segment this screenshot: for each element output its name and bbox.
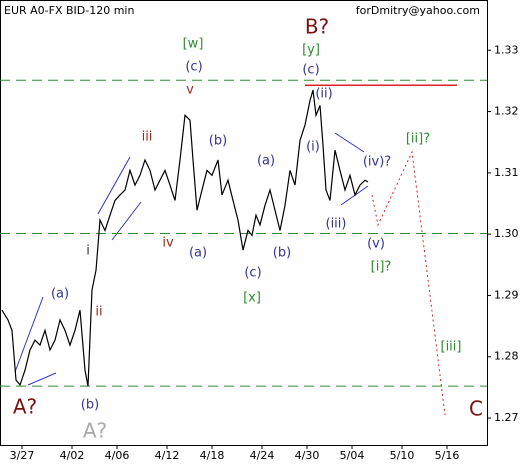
wave-label: (a) (189, 246, 207, 261)
source: forDmitry@yahoo.com (356, 4, 480, 17)
wave-label: i (86, 244, 90, 259)
wave-label: [w] (183, 37, 204, 52)
wave-label: (c) (244, 266, 261, 281)
x-tick-label: 5/04 (340, 449, 365, 462)
wave-label: iv (162, 236, 174, 251)
wave-label: (b) (81, 398, 99, 413)
wave-label: (b) (209, 134, 227, 149)
wave-label: C (469, 397, 483, 421)
wave-label: [x] (243, 291, 261, 306)
price-line (1, 89, 369, 387)
x-tick-label: 4/12 (155, 449, 180, 462)
y-tick-label: 1.31 (494, 166, 519, 179)
wave-label: iii (142, 130, 153, 145)
plot-frame (0, 0, 488, 446)
chart-title: EUR A0-FX BID-120 min (4, 4, 134, 17)
wave-label: [ii]? (406, 132, 430, 147)
wave-label: (c) (302, 63, 319, 78)
wave-label: (iii) (326, 217, 347, 232)
wave-label: (c) (185, 60, 202, 75)
wave-label: (a) (51, 287, 69, 302)
wave-label: v (186, 83, 194, 98)
y-tick-label: 1.30 (494, 227, 519, 240)
wave-label: (iv)? (363, 155, 391, 170)
wave-label: (ii) (315, 87, 332, 102)
y-tick-label: 1.32 (494, 105, 519, 118)
wave-label: [y] (302, 43, 320, 58)
x-tick-label: 4/06 (105, 449, 130, 462)
x-tick-label: 4/18 (200, 449, 225, 462)
y-tick-label: 1.29 (494, 288, 519, 301)
x-tick-label: 5/16 (435, 449, 460, 462)
wave-label: [i]? (371, 260, 392, 275)
wave-label: (v) (367, 237, 385, 252)
y-tick-label: 1.27 (494, 411, 519, 424)
x-tick-label: 4/24 (250, 449, 275, 462)
y-tick-label: 1.33 (494, 43, 519, 56)
x-tick-label: 4/02 (60, 449, 85, 462)
wave-label: (b) (273, 246, 291, 261)
wave-label: A? (13, 395, 37, 419)
wave-label: (a) (257, 154, 275, 169)
wave-label: A? (83, 419, 107, 443)
x-tick-label: 5/10 (390, 449, 415, 462)
forecast-path (371, 150, 446, 416)
x-tick-label: 3/27 (10, 449, 35, 462)
wave-label: (i) (306, 140, 320, 155)
x-tick-label: 4/30 (295, 449, 320, 462)
y-tick-label: 1.28 (494, 350, 519, 363)
wave-label: ii (95, 305, 102, 320)
wave-label: [iii] (441, 340, 462, 355)
wave-label: B? (305, 15, 329, 39)
